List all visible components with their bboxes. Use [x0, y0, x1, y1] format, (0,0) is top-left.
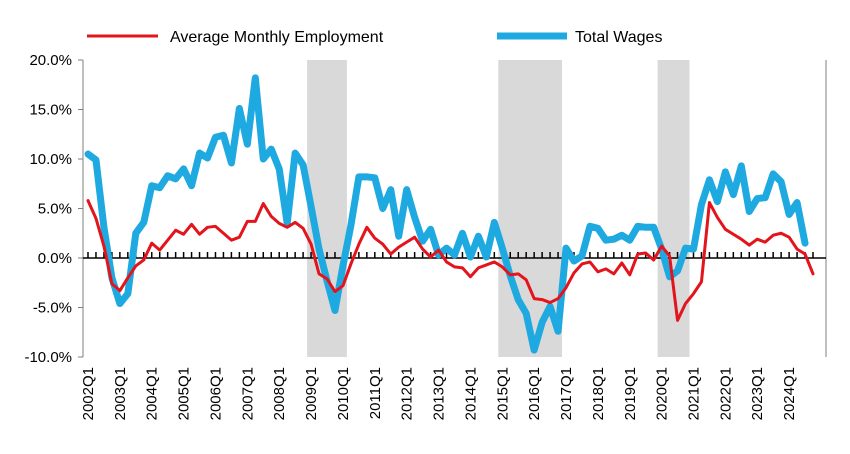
- x-tick-labels: 2002Q1 2003Q1 2004Q1 2005Q1 2006Q1 2007Q1 2008…: [80, 367, 798, 420]
- x-tick-label: 2005Q1: [176, 367, 193, 420]
- y-tick-label: 10.0%: [29, 151, 72, 168]
- x-tick-label: 2015Q1: [494, 367, 511, 420]
- series-line-total-wages: [84, 74, 809, 354]
- shaded-regions: [307, 60, 690, 357]
- x-tick-label: 2007Q1: [239, 367, 256, 420]
- x-tick-label: 2019Q1: [622, 367, 639, 420]
- x-tick-label: 2013Q1: [431, 367, 448, 420]
- y-tick-label: 5.0%: [38, 201, 72, 218]
- legend-label: Average Monthly Employment: [170, 29, 384, 46]
- x-tick-label: 2009Q1: [303, 367, 320, 420]
- x-tick-label: 2012Q1: [399, 367, 416, 420]
- x-tick-label: 2021Q1: [686, 367, 703, 420]
- shaded-region-3: [657, 60, 690, 357]
- x-tick-label: 2002Q1: [80, 367, 97, 420]
- x-tick-label: 2017Q1: [558, 367, 575, 420]
- y-tick-label: -5.0%: [33, 300, 72, 317]
- x-tick-label: 2008Q1: [271, 367, 288, 420]
- y-tick-label: 15.0%: [29, 102, 72, 119]
- x-tick-label: 2010Q1: [335, 367, 352, 420]
- x-tick-label: 2023Q1: [749, 367, 766, 420]
- x-tick-label: 2016Q1: [526, 367, 543, 420]
- y-tick-labels: 20.0% 15.0% 10.0% 5.0% 0.0% -5.0% -10.0%: [24, 52, 72, 366]
- x-tick-label: 2004Q1: [144, 367, 161, 420]
- y-tick-label: 20.0%: [29, 52, 72, 69]
- legend: Average Monthly Employment Total Wages: [87, 29, 662, 46]
- y-tick-label: 0.0%: [38, 250, 72, 267]
- x-tick-label: 2024Q1: [781, 367, 798, 420]
- x-tick-label: 2003Q1: [112, 367, 129, 420]
- x-tick-label: 2020Q1: [654, 367, 671, 420]
- x-tick-label: 2006Q1: [208, 367, 225, 420]
- series-lines: [84, 74, 815, 354]
- x-tick-label: 2022Q1: [717, 367, 734, 420]
- x-tick-label: 2011Q1: [367, 367, 384, 419]
- legend-label: Total Wages: [575, 29, 662, 46]
- x-tick-label: 2014Q1: [462, 367, 479, 420]
- x-tick-label: 2018Q1: [590, 367, 607, 420]
- y-tick-label: -10.0%: [24, 349, 72, 366]
- series-line-average-monthly-employment: [86, 199, 815, 322]
